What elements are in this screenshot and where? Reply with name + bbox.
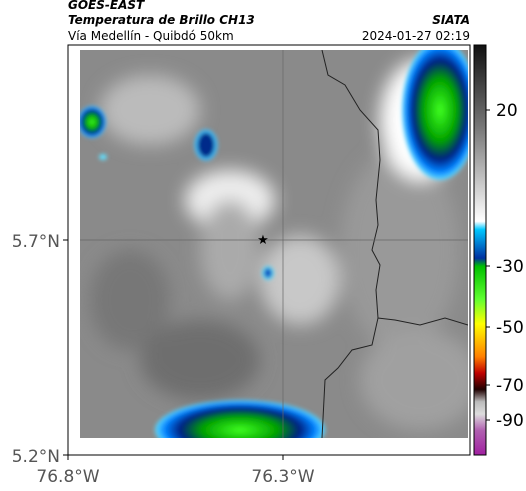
colorbar-tick: -90 bbox=[496, 411, 524, 431]
border bbox=[321, 50, 468, 438]
x-tick-label: 76.3°W bbox=[251, 467, 314, 487]
location-marker: ★ bbox=[257, 233, 269, 248]
colorbar-tick: -50 bbox=[496, 318, 524, 338]
y-tick-label: 5.7°N bbox=[12, 232, 60, 252]
organization: SIATA bbox=[432, 13, 470, 27]
colorbar-tick: -30 bbox=[496, 257, 524, 277]
route: Vía Medellín - Quibdó 50km bbox=[68, 29, 234, 43]
title: Temperatura de Brillo CH13 bbox=[68, 13, 255, 27]
x-tick-label: 76.8°W bbox=[36, 467, 99, 487]
colorbar bbox=[473, 44, 487, 456]
datetime: 2024-01-27 02:19 bbox=[362, 29, 470, 43]
satellite: GOES-EAST bbox=[68, 0, 145, 12]
imagery bbox=[80, 50, 468, 438]
colorbar-tick: 20 bbox=[496, 101, 518, 121]
y-tick-label: 5.2°N bbox=[12, 447, 60, 467]
colorbar-tick: -70 bbox=[496, 376, 524, 396]
